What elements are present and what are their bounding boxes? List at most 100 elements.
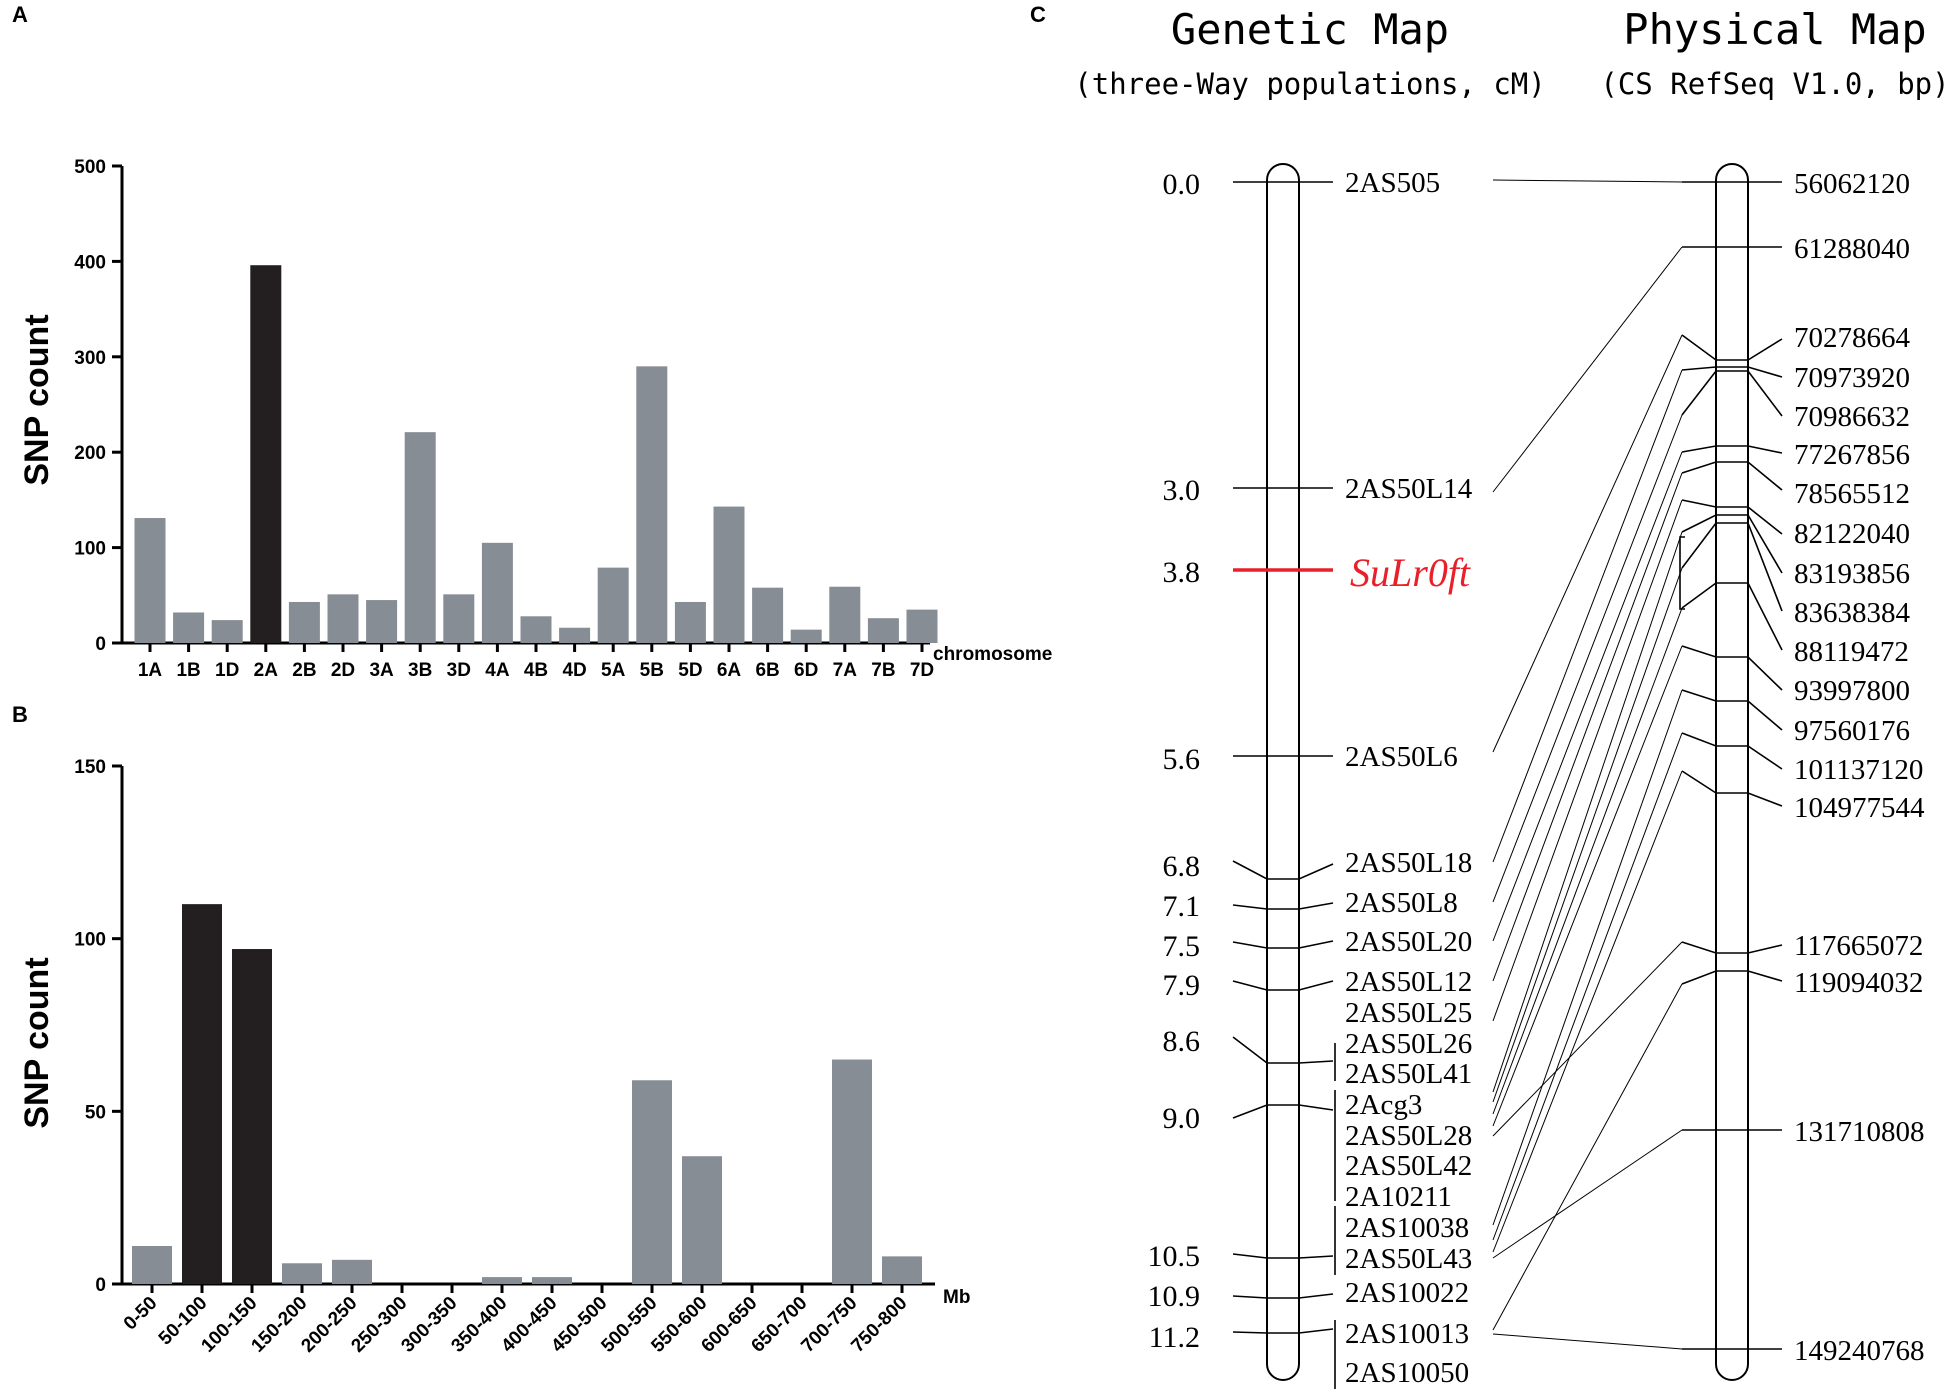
y-tick-label: 100 [74, 539, 106, 560]
y-tick-label: 300 [74, 348, 106, 369]
cm-position: 5.6 [1163, 743, 1201, 776]
physical-map-title: Physical Map [1623, 5, 1926, 54]
bp-position: 104977544 [1794, 792, 1925, 824]
marker-label: 2Acg3 [1345, 1089, 1422, 1121]
y-tick-label: 0 [95, 1275, 106, 1296]
bar [250, 265, 282, 643]
bar [882, 1256, 922, 1284]
bar [520, 616, 552, 643]
bp-position: 117665072 [1794, 930, 1923, 962]
chart-a-ylabel: SNP count [18, 314, 56, 485]
bp-position: 101137120 [1794, 754, 1923, 786]
x-tick-label: 5D [678, 660, 702, 681]
bp-position: 83193856 [1794, 558, 1910, 590]
marker-label: 2AS505 [1345, 167, 1440, 199]
bar [682, 1156, 722, 1284]
y-tick-label: 400 [74, 252, 106, 273]
bar [867, 618, 899, 643]
y-tick-label: 150 [74, 757, 106, 778]
x-tick-label: 3D [447, 660, 471, 681]
x-tick-label: 6D [794, 660, 818, 681]
y-tick-label: 500 [74, 157, 106, 178]
bar [132, 1246, 172, 1284]
physical-ticks [1679, 181, 1783, 1350]
cm-position: 3.0 [1163, 474, 1201, 507]
chart-b-xlabel: Mb [943, 1287, 970, 1308]
bar [906, 609, 938, 643]
bar [829, 586, 861, 643]
bar [232, 949, 272, 1284]
bar [559, 627, 591, 643]
marker-label: 2AS10022 [1345, 1277, 1469, 1309]
bar [532, 1277, 572, 1284]
y-tick-label: 100 [74, 930, 106, 951]
marker-label: 2AS10050 [1345, 1357, 1469, 1389]
marker-label: 2AS10038 [1345, 1212, 1469, 1244]
bar [482, 1277, 522, 1284]
marker-label: 2AS10013 [1345, 1318, 1469, 1350]
x-tick-label: 2D [331, 660, 355, 681]
panel-letter-b: B [12, 702, 28, 727]
bar [288, 601, 320, 643]
bp-position: 131710808 [1794, 1116, 1925, 1148]
genetic-ticks [1232, 181, 1336, 1389]
cm-position: 7.9 [1163, 969, 1201, 1002]
bar [790, 629, 822, 643]
bp-position: 70986632 [1794, 401, 1910, 433]
marker-label: 2AS50L6 [1345, 741, 1458, 773]
x-tick-label: 1B [176, 660, 200, 681]
x-tick-label: 7A [833, 660, 858, 681]
cm-position: 8.6 [1163, 1025, 1201, 1058]
bar [404, 432, 436, 643]
x-tick-label: 2B [292, 660, 316, 681]
bar [366, 600, 398, 643]
bp-position: 56062120 [1794, 168, 1910, 200]
marker-label: 2AS50L18 [1345, 847, 1472, 879]
x-tick-label: 1D [215, 660, 239, 681]
cm-position: 9.0 [1163, 1102, 1201, 1135]
chart-b: SNP count Mb 0501001500-5050-100100-1501… [18, 757, 970, 1357]
marker-label: 2AS50L20 [1345, 926, 1472, 958]
cm-position: 7.1 [1163, 890, 1201, 923]
genetic-map-subtitle: (three-Way populations, cM) [1074, 67, 1545, 101]
gene-label: SuLr0ft [1350, 550, 1471, 595]
bp-position: 97560176 [1794, 715, 1910, 747]
cm-position: 7.5 [1163, 930, 1201, 963]
marker-label: 2AS50L43 [1345, 1243, 1472, 1275]
bar [674, 601, 706, 643]
cm-position: 10.9 [1148, 1280, 1201, 1313]
marker-label: 2AS50L14 [1345, 473, 1473, 505]
panel-letter-c: C [1030, 2, 1046, 27]
x-tick-label: 7D [910, 660, 934, 681]
bar [481, 542, 513, 643]
marker-label: 2AS50L25 [1345, 997, 1472, 1029]
panel-letter-a: A [12, 2, 28, 27]
x-tick-label: 4A [485, 660, 510, 681]
bp-position: 61288040 [1794, 233, 1910, 265]
marker-label: 2AS50L41 [1345, 1058, 1472, 1090]
x-tick-label: 2A [254, 660, 279, 681]
bp-position: 83638384 [1794, 597, 1911, 629]
cm-position: 11.2 [1149, 1321, 1200, 1354]
marker-label: 2AS50L28 [1345, 1120, 1472, 1152]
marker-label: 2AS50L8 [1345, 887, 1458, 919]
physical-map-subtitle: (CS RefSeq V1.0, bp) [1600, 67, 1949, 101]
bp-position: 88119472 [1794, 636, 1909, 668]
bp-position: 93997800 [1794, 675, 1910, 707]
bar [173, 612, 205, 643]
marker-label: 2AS50L26 [1345, 1028, 1472, 1060]
x-tick-label: 0-50 [120, 1293, 162, 1335]
chart-a: SNP count chromosome 0 100 200 300 400 500 1A 1… [18, 157, 1052, 681]
bar [832, 1059, 872, 1284]
bar [282, 1263, 322, 1284]
bar [443, 594, 475, 643]
bar [211, 620, 243, 643]
y-tick-label: 50 [85, 1102, 106, 1123]
bp-position: 149240768 [1794, 1335, 1925, 1367]
bp-position: 82122040 [1794, 518, 1910, 550]
marker-connectors [1492, 179, 1683, 1350]
bar [636, 366, 668, 643]
x-tick-label: 1A [138, 660, 163, 681]
x-tick-label: 5B [640, 660, 664, 681]
